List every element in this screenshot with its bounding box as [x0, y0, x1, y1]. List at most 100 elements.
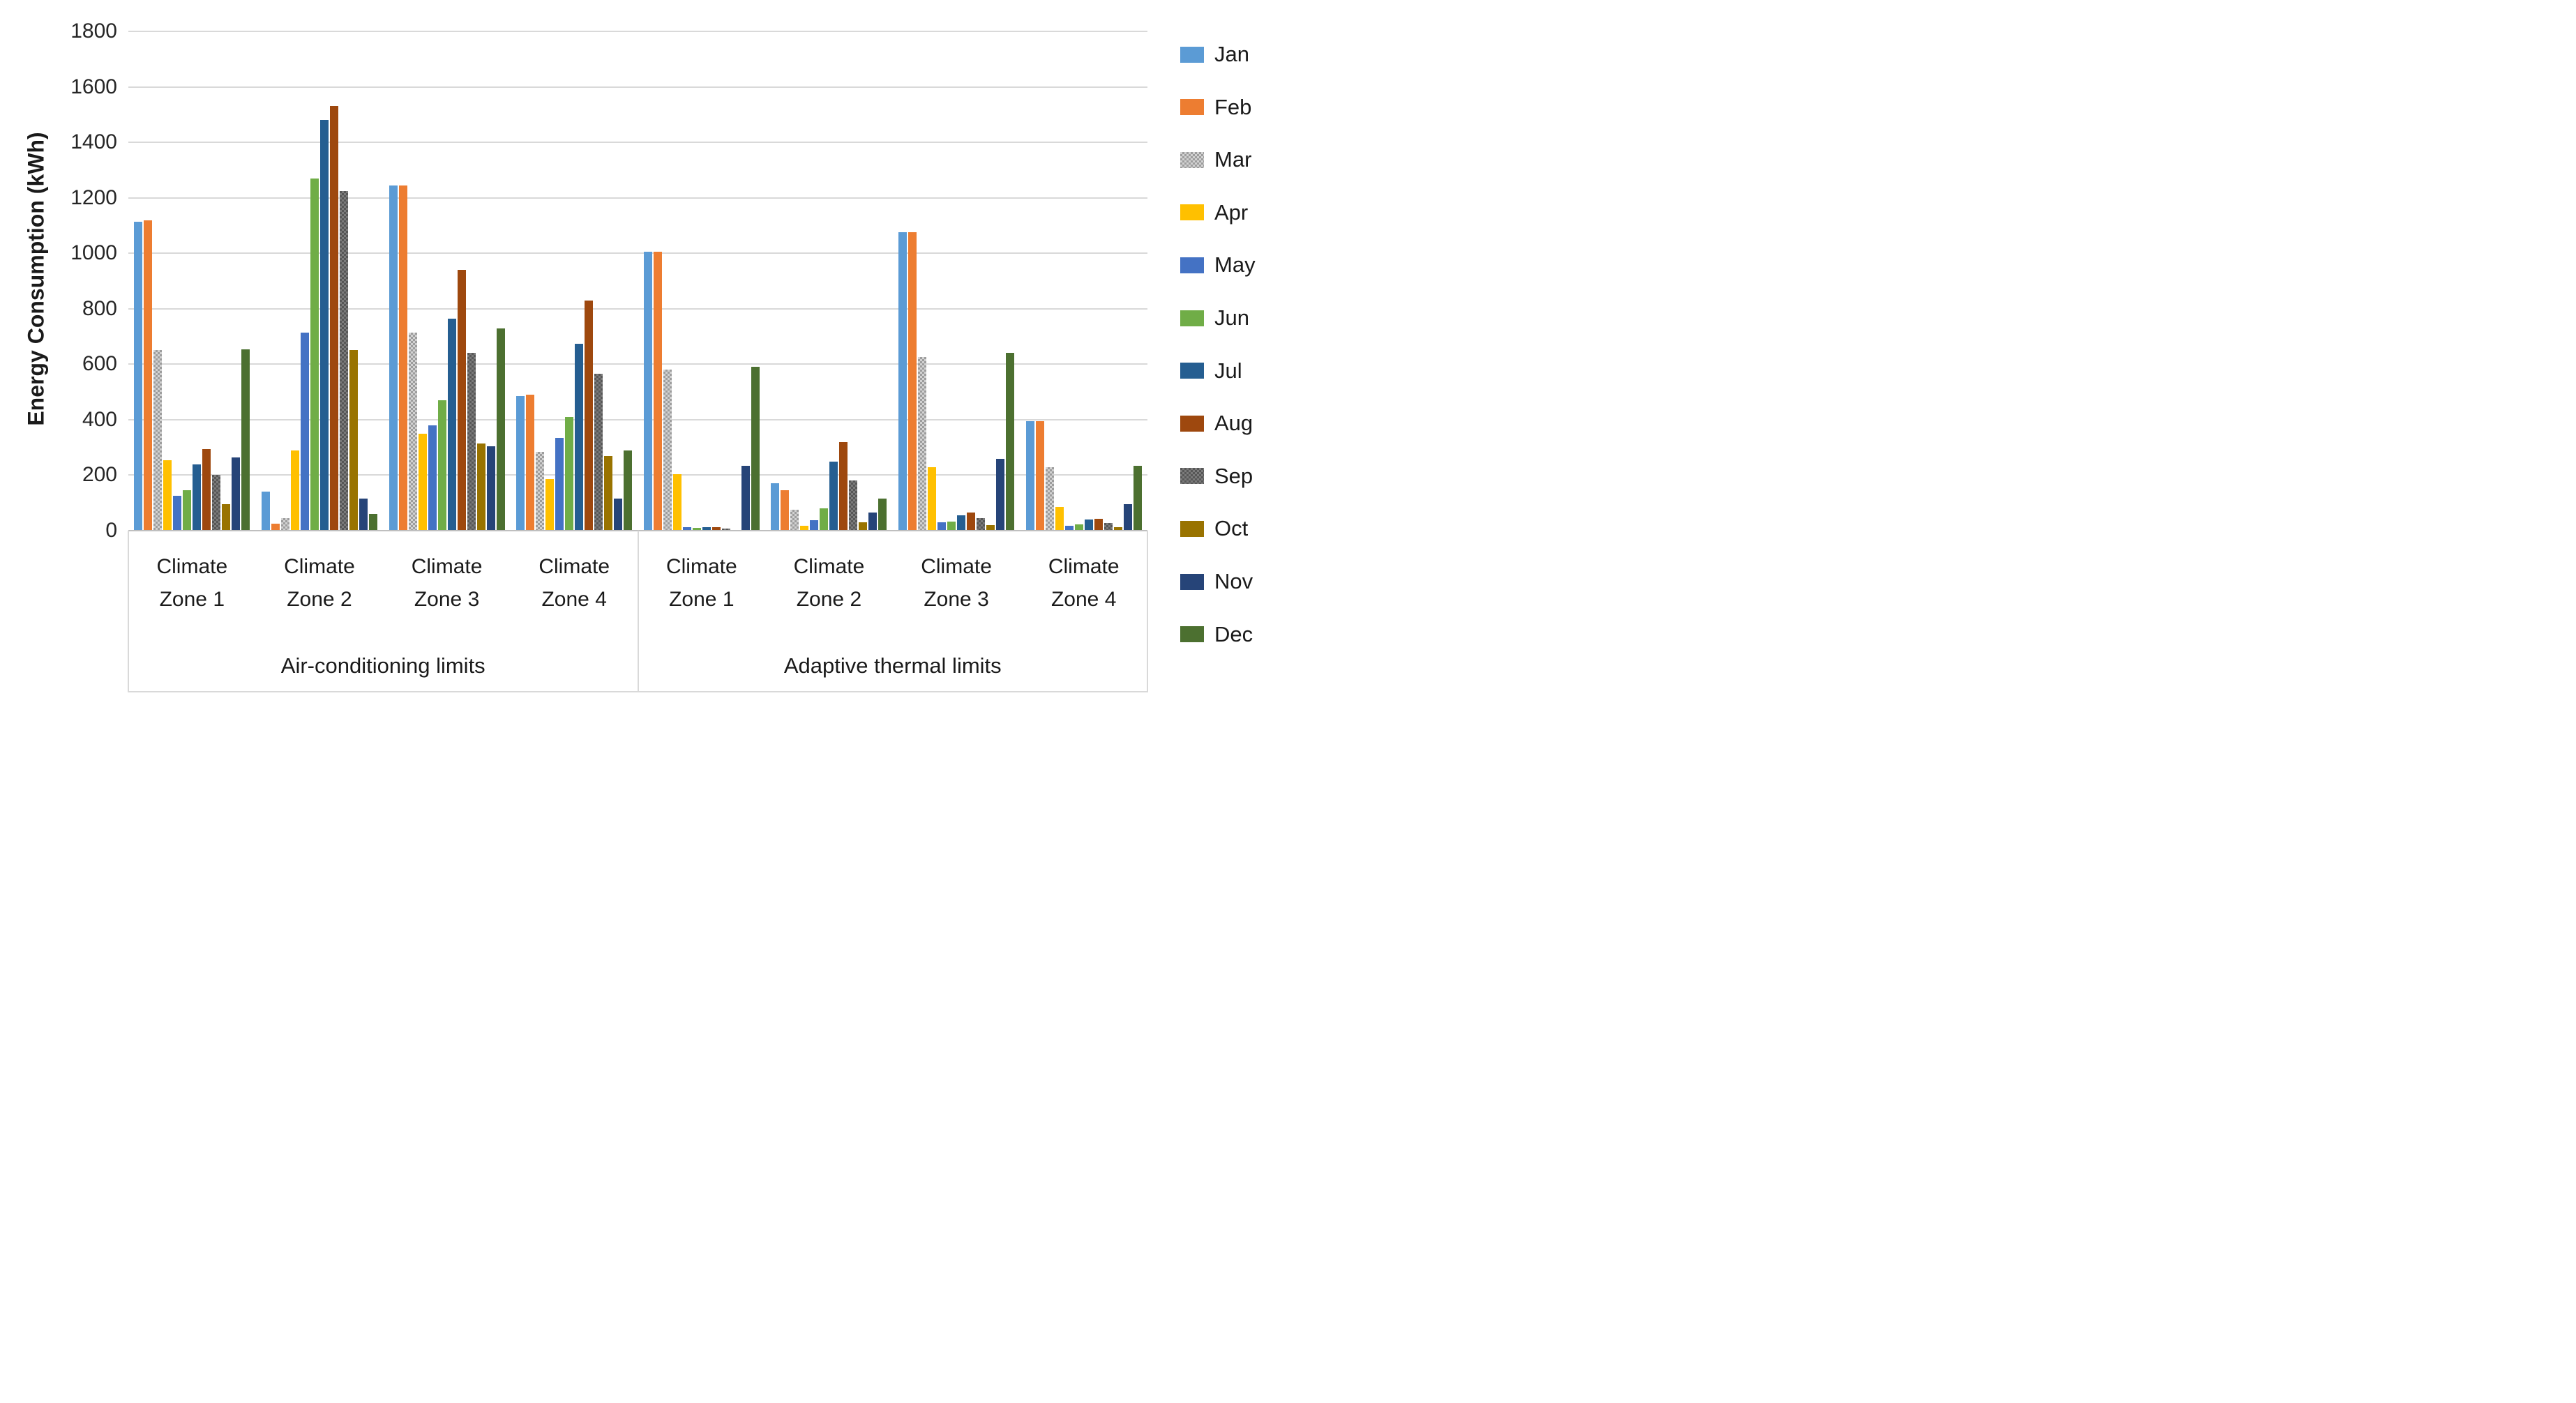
legend-label: Dec: [1214, 621, 1253, 646]
legend-item-may: May: [1180, 252, 1256, 278]
legend-swatch-oct: [1180, 520, 1204, 537]
bar-apr: [1055, 507, 1064, 531]
legend-item-jun: Jun: [1180, 305, 1249, 331]
legend-swatch-apr: [1180, 204, 1204, 221]
grid-line: [128, 31, 1147, 32]
legend-item-aug: Aug: [1180, 411, 1253, 436]
section-label: Adaptive thermal limits: [783, 653, 1002, 678]
legend-item-apr: Apr: [1180, 200, 1248, 225]
y-tick-label: 200: [82, 463, 117, 487]
bar-oct: [222, 504, 231, 531]
bar-may: [1064, 525, 1074, 531]
bar-nov: [868, 513, 878, 531]
legend-label: Jun: [1214, 305, 1249, 330]
legend-item-oct: Oct: [1180, 516, 1248, 541]
legend: Jan Feb Mar Apr May Jun Jul Aug Sep Oct Nov Dec: [1180, 0, 1285, 702]
legend-label: Aug: [1214, 411, 1253, 436]
y-axis-title: Energy Consumption (kWh): [23, 132, 49, 426]
legend-swatch-dec: [1180, 626, 1204, 643]
y-tick-label: 1600: [70, 75, 117, 98]
bar-may: [173, 496, 182, 531]
bar-apr: [290, 450, 299, 531]
legend-item-mar: Mar: [1180, 147, 1251, 172]
section-label: Air-conditioning limits: [280, 653, 485, 678]
y-tick-label: 1800: [70, 20, 117, 43]
bar-sep: [467, 353, 476, 531]
zone-label: Climate Zone 1: [156, 555, 228, 611]
bar-jul: [1084, 520, 1093, 531]
bar-oct: [986, 525, 995, 531]
bar-nov: [614, 499, 623, 531]
legend-swatch-nov: [1180, 573, 1204, 590]
bar-mar: [918, 357, 927, 531]
bar-mar: [663, 370, 672, 531]
bar-aug: [202, 448, 211, 531]
category-axis-section-labels: Air-conditioning limits Adaptive thermal …: [128, 653, 1147, 678]
bar-dec: [368, 514, 377, 531]
bar-jul: [447, 318, 456, 531]
bar-aug: [457, 270, 466, 531]
legend-item-jan: Jan: [1180, 42, 1249, 67]
grid-line: [128, 86, 1147, 88]
bar-may: [682, 527, 691, 531]
bar-dec: [624, 450, 633, 531]
bar-jul: [319, 120, 329, 531]
legend-item-feb: Feb: [1180, 95, 1251, 120]
plot-area: [128, 31, 1147, 531]
bar-jan: [389, 185, 398, 531]
legend-swatch-may: [1180, 257, 1204, 273]
legend-label: Jul: [1214, 358, 1242, 383]
zone-label: Climate Zone 4: [538, 555, 610, 611]
bar-nov: [741, 465, 750, 531]
bar-oct: [859, 522, 868, 531]
bar-chart: Energy Consumption (kWh) 0 200 400 600 800 10…: [0, 0, 1288, 702]
bar-jun: [565, 416, 574, 531]
legend-swatch-jun: [1180, 310, 1204, 326]
zone-label: Climate Zone 3: [921, 555, 992, 611]
bar-mar: [280, 518, 289, 531]
bar-apr: [928, 467, 937, 531]
bar-nov: [232, 457, 241, 531]
bar-may: [937, 522, 947, 531]
bar-group: [893, 31, 1020, 531]
bar-group: [256, 31, 384, 531]
bar-jun: [692, 528, 701, 531]
legend-item-sep: Sep: [1180, 464, 1253, 489]
bar-feb: [144, 220, 153, 531]
bar-sep: [721, 528, 730, 531]
y-tick-label: 800: [82, 296, 117, 320]
grid-line: [128, 308, 1147, 310]
legend-label: Oct: [1214, 516, 1249, 541]
axis-separator: [637, 531, 639, 692]
bar-aug: [1094, 519, 1103, 531]
bar-feb: [398, 185, 407, 531]
y-tick-label: 400: [82, 407, 117, 431]
legend-label: May: [1214, 252, 1256, 278]
zone-label: Climate Zone 4: [1048, 555, 1120, 611]
bar-mar: [1045, 467, 1054, 531]
legend-label: Mar: [1214, 147, 1252, 172]
bar-oct: [1113, 527, 1122, 531]
bar-feb: [526, 395, 535, 531]
grid-line: [128, 418, 1147, 420]
bar-jan: [643, 252, 652, 531]
bar-apr: [163, 460, 172, 531]
bar-jul: [829, 461, 838, 531]
bar-oct: [349, 350, 358, 531]
bar-feb: [781, 490, 790, 531]
bar-dec: [496, 328, 505, 531]
y-tick-label: 0: [105, 519, 117, 542]
grid-line: [128, 363, 1147, 365]
bar-apr: [418, 433, 427, 531]
bar-may: [555, 437, 564, 531]
bar-may: [428, 425, 437, 531]
bar-feb: [653, 252, 662, 531]
bar-jun: [310, 178, 319, 531]
grid-line: [128, 474, 1147, 476]
bar-sep: [594, 374, 603, 531]
bar-jul: [702, 526, 711, 531]
legend-label: Nov: [1214, 569, 1253, 593]
bar-nov: [359, 499, 368, 531]
legend-label: Feb: [1214, 94, 1252, 119]
bar-group: [1020, 31, 1147, 531]
